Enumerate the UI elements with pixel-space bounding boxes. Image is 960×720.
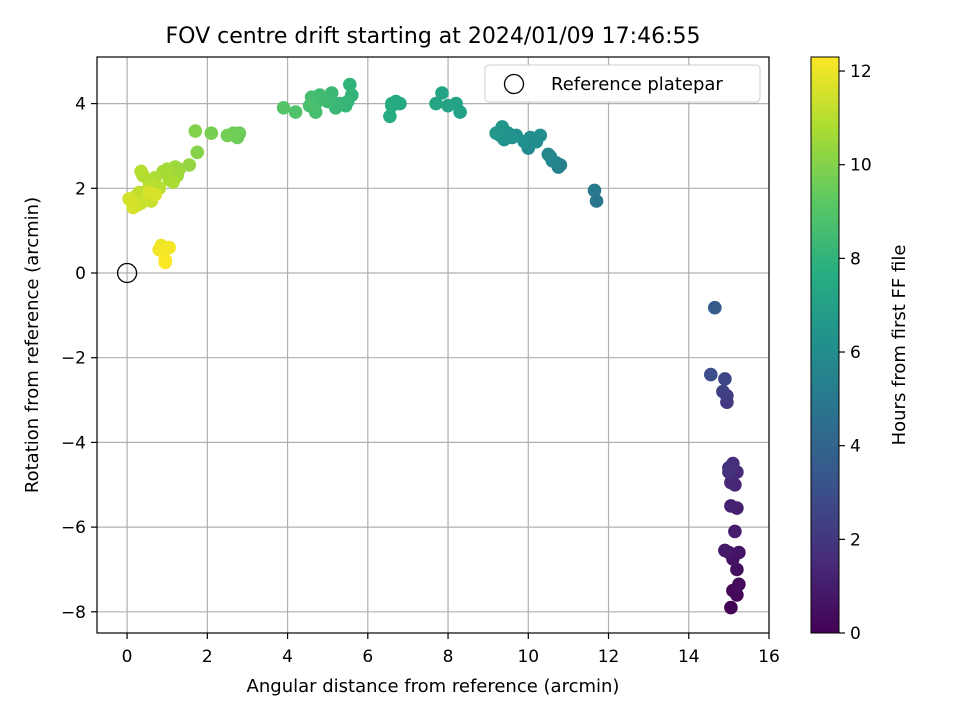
colorbar-tick-label: 2: [850, 530, 861, 550]
data-point: [383, 109, 397, 124]
x-tick-label: 2: [202, 647, 213, 667]
x-tick-label: 16: [758, 647, 780, 667]
data-point: [166, 175, 180, 189]
data-point: [441, 98, 455, 113]
data-point: [385, 98, 399, 113]
colorbar: [810, 56, 840, 634]
data-point: [716, 384, 730, 399]
y-tick-label: −2: [61, 349, 86, 369]
data-point: [276, 101, 291, 115]
data-point: [220, 128, 235, 143]
data-point: [724, 600, 738, 615]
y-tick-label: −8: [61, 603, 86, 623]
legend-marker: [503, 73, 525, 95]
x-axis-label: Angular distance from reference (arcmin): [247, 676, 620, 697]
data-point: [722, 465, 736, 479]
data-point: [302, 98, 317, 113]
legend-label: Reference platepar: [551, 74, 723, 95]
data-points: [122, 77, 746, 615]
data-point: [732, 545, 746, 560]
data-point: [718, 372, 732, 386]
legend: Reference platepar: [484, 64, 761, 103]
data-point: [148, 187, 162, 202]
data-point: [435, 86, 449, 100]
data-point: [188, 124, 203, 138]
y-axis-label: Rotation from reference (arcmin): [22, 197, 43, 493]
legend-box: [484, 64, 761, 103]
colorbar-tick-label: 6: [850, 343, 861, 363]
data-point: [587, 183, 602, 198]
colorbar-tick-label: 0: [850, 624, 861, 644]
data-point: [204, 126, 219, 140]
data-point: [708, 300, 722, 315]
data-point: [732, 577, 746, 592]
data-point: [724, 475, 738, 490]
x-tick-label: 12: [598, 647, 620, 667]
chart-title: FOV centre drift starting at 2024/01/09 …: [166, 24, 701, 49]
colorbar-tick-label: 8: [850, 249, 861, 269]
data-point: [541, 147, 556, 162]
data-point: [724, 499, 738, 513]
x-tick-label: 0: [122, 647, 133, 667]
data-point: [489, 126, 504, 140]
data-point: [704, 367, 718, 382]
y-tick-label: −6: [61, 518, 86, 538]
y-tick-label: 4: [75, 95, 86, 115]
x-tick-label: 14: [678, 647, 700, 667]
x-tick-label: 6: [362, 647, 373, 667]
data-point: [190, 145, 205, 160]
data-point: [158, 255, 172, 270]
x-tick-label: 8: [443, 647, 454, 667]
data-point: [288, 105, 303, 119]
x-tick-label: 4: [282, 647, 293, 667]
y-tick-label: −4: [61, 433, 86, 453]
data-point: [429, 96, 443, 111]
data-point: [718, 543, 732, 558]
reference-platepar-marker: [116, 262, 138, 284]
colorbar-ticks: 0 2 4 6 8 10 12: [839, 62, 872, 644]
data-point: [730, 562, 744, 577]
x-axis-ticks: 0 2 4 6 8 10 12 14 16: [122, 633, 780, 667]
colorbar-tick-label: 12: [850, 62, 872, 82]
data-point: [728, 524, 742, 539]
data-point: [126, 200, 140, 215]
data-point: [134, 164, 148, 179]
y-axis-ticks: −8 −6 −4 −2 0 2 4: [61, 95, 97, 623]
y-tick-label: 2: [75, 179, 86, 199]
grid-lines: [97, 57, 770, 633]
data-point: [589, 194, 604, 208]
reference-marker: [116, 262, 138, 284]
plot-frame: [96, 56, 770, 634]
data-point: [533, 128, 548, 143]
data-point: [343, 77, 357, 92]
x-tick-label: 10: [517, 647, 539, 667]
colorbar-tick-label: 4: [850, 437, 861, 457]
colorbar-label: Hours from first FF file: [889, 245, 910, 446]
y-tick-label: 0: [75, 264, 86, 284]
colorbar-tick-label: 10: [850, 156, 872, 176]
